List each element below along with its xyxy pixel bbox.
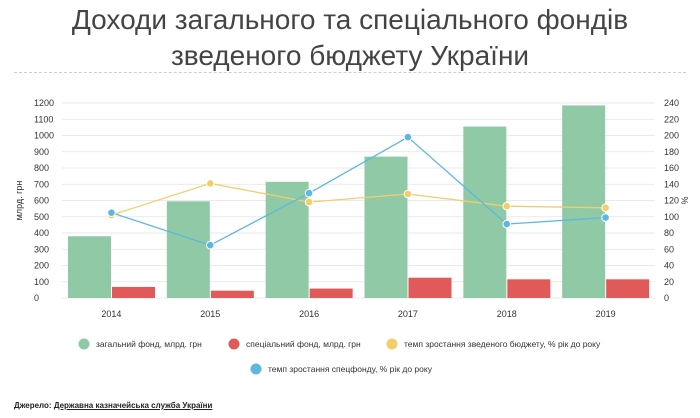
special-growth-point — [107, 208, 116, 217]
y-tick-label: 1100 — [34, 114, 53, 124]
bar-special-fund — [606, 279, 650, 298]
y2-tick-label: 160 — [664, 163, 679, 173]
y2-axis-title: % — [680, 196, 690, 204]
special-growth-line — [111, 136, 606, 246]
y2-tick-label: 0 — [664, 293, 669, 303]
chart-title-line-2: зведеного бюджету України — [170, 40, 530, 71]
y2-tick-label: 40 — [664, 261, 674, 271]
y-tick-label: 300 — [34, 244, 49, 254]
budget-growth-point — [304, 197, 314, 207]
y-tick-label: 100 — [34, 277, 49, 287]
special-growth-point — [403, 132, 413, 142]
y2-tick-label: 220 — [664, 114, 679, 124]
y2-tick-label: 120 — [664, 196, 679, 206]
budget-growth-point — [502, 201, 512, 211]
x-tick-label: 2016 — [299, 309, 319, 319]
y2-tick-label: 20 — [664, 277, 674, 287]
y-tick-label: 700 — [34, 179, 49, 189]
special-growth-point — [601, 213, 610, 222]
source-label: Джерело: — [14, 401, 54, 410]
bar-general-fund — [364, 156, 408, 298]
legend-marker — [228, 338, 240, 350]
x-tick-label: 2019 — [596, 309, 616, 319]
special-growth-point — [304, 188, 314, 198]
y2-tick-label: 80 — [664, 228, 674, 238]
x-tick-label: 2018 — [497, 309, 517, 319]
bar-general-fund — [562, 105, 606, 298]
bar-special-fund — [112, 286, 155, 298]
legend-label: загальний фонд, млрд. грн — [96, 339, 202, 349]
budget-growth-point — [205, 179, 215, 188]
bar-special-fund — [408, 277, 452, 298]
y2-tick-label: 60 — [664, 244, 674, 254]
special-growth-point — [502, 219, 512, 229]
x-tick-label: 2014 — [101, 309, 121, 319]
chart-title: Доходи загального та спеціального фондів… — [0, 2, 700, 74]
y-tick-label: 1000 — [34, 131, 54, 141]
y2-tick-label: 200 — [664, 131, 679, 141]
chart-area: 0100200300400500600700800900100011001200… — [14, 98, 690, 375]
source-link[interactable]: Державна казначейська служба України — [53, 401, 213, 410]
y-tick-label: 900 — [34, 147, 49, 157]
y-tick-label: 600 — [34, 196, 49, 206]
y-tick-label: 1200 — [34, 98, 54, 108]
bar-special-fund — [507, 279, 551, 298]
source-note: Джерело: Державна казначейська служба Ук… — [14, 401, 212, 410]
title-divider — [14, 72, 686, 73]
y2-tick-label: 180 — [664, 147, 679, 157]
y-tick-label: 400 — [34, 228, 49, 238]
x-tick-label: 2017 — [398, 309, 418, 319]
y-tick-label: 0 — [34, 293, 39, 303]
legend-label: спеціальний фонд, млрд. грн — [246, 339, 361, 349]
bar-special-fund — [210, 290, 254, 298]
legend-marker — [386, 338, 398, 350]
legend-label: темп зростання зведеного бюджету, % рік … — [404, 339, 601, 349]
budget-growth-line — [111, 182, 606, 216]
bar-special-fund — [309, 288, 353, 298]
y-tick-label: 200 — [34, 261, 49, 271]
y-tick-label: 500 — [34, 212, 49, 222]
bar-general-fund — [68, 236, 111, 298]
bar-general-fund — [166, 201, 210, 298]
chart-title-line-1: Доходи загального та спеціального фондів — [71, 4, 629, 35]
y2-tick-label: 140 — [664, 179, 679, 189]
budget-growth-point — [601, 203, 610, 213]
y2-tick-label: 100 — [664, 212, 679, 222]
y-tick-label: 800 — [34, 163, 49, 173]
legend-marker — [250, 363, 262, 375]
bar-general-fund — [265, 181, 309, 298]
legend-marker — [78, 338, 90, 350]
legend-label: темп зростання спецфонду, % рік до року — [268, 364, 433, 374]
y-axis-title: млрд. грн — [14, 181, 24, 221]
y2-tick-label: 240 — [664, 98, 679, 108]
x-tick-label: 2015 — [200, 309, 220, 319]
special-growth-point — [205, 240, 215, 250]
bar-general-fund — [463, 126, 507, 298]
budget-growth-point — [403, 189, 413, 199]
